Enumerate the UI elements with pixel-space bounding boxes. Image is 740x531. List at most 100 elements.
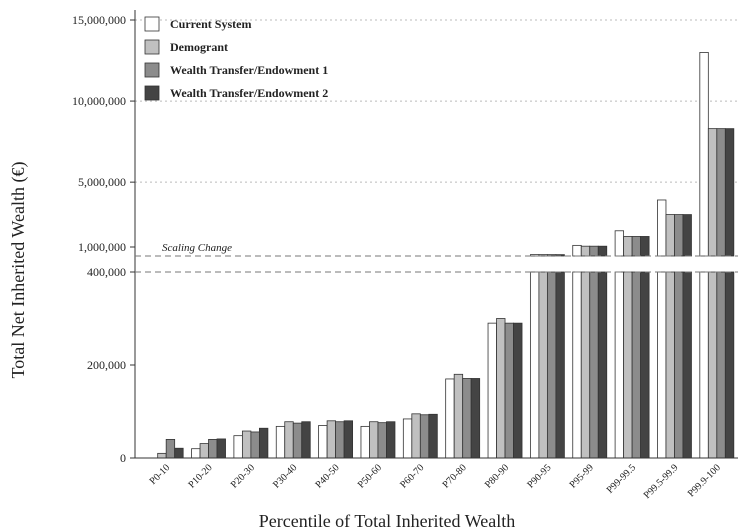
bar xyxy=(674,271,684,459)
bar-upper-segment xyxy=(699,52,709,257)
bar xyxy=(631,271,642,459)
bar xyxy=(165,438,176,459)
x-tick-label: P20-30 xyxy=(229,462,257,490)
bar xyxy=(665,271,675,459)
x-tick-label: P40-50 xyxy=(314,462,342,490)
bar-upper-segment xyxy=(589,245,599,257)
upper-tick-label: 5,000,000 xyxy=(78,175,126,189)
legend-swatch xyxy=(144,39,160,55)
bar-upper-segment xyxy=(597,245,608,257)
bar xyxy=(411,413,421,459)
x-tick-label: P70-80 xyxy=(441,462,469,490)
bar-upper-segment xyxy=(665,214,675,257)
bar-upper-segment xyxy=(657,199,667,257)
bar xyxy=(572,271,582,459)
lower-tick-label: 0 xyxy=(120,451,126,465)
bar xyxy=(504,322,514,459)
bar-upper-segment xyxy=(580,245,591,257)
y-axis-title: Total Net Inherited Wealth (€) xyxy=(8,162,29,379)
bar xyxy=(208,438,218,459)
bar xyxy=(335,421,345,459)
lower-tick-label: 400,000 xyxy=(87,265,126,279)
bar xyxy=(275,425,286,459)
bar-upper-segment xyxy=(572,244,582,257)
upper-tick-label: 10,000,000 xyxy=(72,94,126,108)
bar xyxy=(199,443,209,459)
legend-label: Demogrant xyxy=(170,40,228,54)
bar xyxy=(241,430,252,459)
x-axis-ticks: P0-10 P10-20 P20-30 P30-40 P40-50 P50-60 P60-7… xyxy=(148,462,723,501)
bar-upper-segment xyxy=(614,230,625,257)
bar xyxy=(614,271,625,459)
upper-y-axis: 1,000,000 5,000,000 10,000,000 15,000,000 xyxy=(72,13,738,254)
bar xyxy=(157,452,167,459)
x-tick-label: P99-99.5 xyxy=(605,462,639,496)
bar xyxy=(546,271,557,459)
bar xyxy=(216,438,226,459)
x-tick-label: P30-40 xyxy=(271,462,299,490)
bar xyxy=(445,378,455,459)
scale-break-label: Scaling Change xyxy=(162,242,232,254)
bar xyxy=(343,420,354,459)
bar xyxy=(462,378,472,459)
x-tick-label: P95-99 xyxy=(568,462,596,490)
bar xyxy=(318,425,328,459)
bar xyxy=(529,271,540,459)
bar-upper-segment xyxy=(674,214,684,257)
bar xyxy=(386,421,396,459)
bar xyxy=(589,271,599,459)
upper-tick-label: 1,000,000 xyxy=(78,240,126,254)
bar xyxy=(233,435,243,459)
bar xyxy=(360,425,370,459)
bars xyxy=(157,52,735,459)
bar xyxy=(470,378,481,459)
legend: Current System Demogrant Wealth Transfer/E… xyxy=(144,16,328,101)
bar xyxy=(377,422,387,459)
bar xyxy=(487,322,497,459)
bar xyxy=(258,427,269,459)
x-tick-label: P50-60 xyxy=(356,462,384,490)
x-tick-label: P60-70 xyxy=(398,462,426,490)
bar xyxy=(250,431,260,459)
bar xyxy=(419,414,430,459)
bar xyxy=(284,421,294,459)
bar xyxy=(292,422,303,459)
bar xyxy=(580,271,591,459)
x-tick-label: P0-10 xyxy=(148,462,173,487)
bar xyxy=(724,271,735,459)
legend-label: Wealth Transfer/Endowment 2 xyxy=(170,86,328,100)
bar xyxy=(538,271,548,459)
bar xyxy=(326,420,337,459)
legend-swatch xyxy=(144,85,160,101)
bar xyxy=(174,447,184,459)
bar-upper-segment xyxy=(631,236,642,257)
bar-upper-segment xyxy=(716,128,726,257)
x-tick-label: P10-20 xyxy=(186,462,214,490)
bar-upper-segment xyxy=(640,236,650,257)
lower-tick-label: 200,000 xyxy=(87,358,126,372)
bar xyxy=(513,322,523,459)
x-tick-label: P80-90 xyxy=(483,462,511,490)
bar xyxy=(555,271,565,459)
legend-swatch xyxy=(144,16,160,32)
upper-tick-label: 15,000,000 xyxy=(72,13,126,27)
bar xyxy=(623,271,633,459)
bar xyxy=(640,271,650,459)
bar xyxy=(716,271,726,459)
bar xyxy=(707,271,718,459)
bar xyxy=(453,373,464,459)
bar xyxy=(657,271,667,459)
bar xyxy=(428,413,438,459)
bar xyxy=(301,421,311,459)
legend-label: Current System xyxy=(170,17,251,31)
bar xyxy=(369,421,379,459)
legend-swatch xyxy=(144,62,160,78)
bar-upper-segment xyxy=(682,214,692,257)
bar xyxy=(191,448,201,459)
bar-upper-segment xyxy=(707,128,718,257)
x-tick-label: P90-95 xyxy=(525,462,553,490)
legend-label: Wealth Transfer/Endowment 1 xyxy=(170,63,328,77)
bar xyxy=(682,271,692,459)
lower-y-axis: 0 200,000 400,000 xyxy=(87,265,135,465)
